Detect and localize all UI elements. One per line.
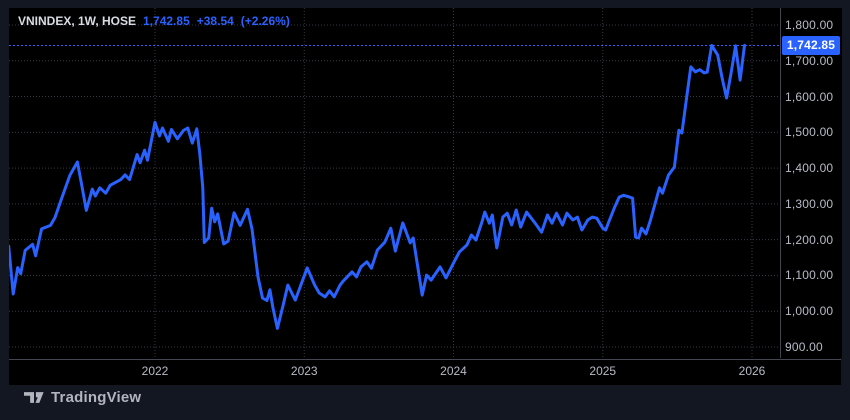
price-tick-label: 1,600.00: [785, 89, 834, 104]
price-chart-pane[interactable]: VNINDEX, 1W, HOSE 1,742.85 +38.54 (+2.26%): [9, 8, 779, 358]
price-tick-label: 1,000.00: [785, 304, 834, 319]
time-tick-label: 2024: [440, 364, 467, 378]
price-change: +38.54: [196, 14, 234, 28]
symbol-legend: VNINDEX, 1W, HOSE 1,742.85 +38.54 (+2.26%): [18, 14, 290, 28]
price-tick-label: 1,100.00: [785, 268, 834, 283]
price-tick-label: 1,200.00: [785, 232, 834, 247]
price-tick-label: 900.00: [785, 340, 823, 354]
last-price-value: 1,742.85: [143, 14, 190, 28]
tradingview-icon: [24, 392, 44, 403]
tradingview-logo-text: TradingView: [51, 389, 142, 406]
price-tick-label: 1,700.00: [785, 53, 834, 68]
price-axis[interactable]: 1,742.85 1,800.00 1,700.00 1,600.00 1,500.0…: [780, 8, 842, 358]
price-tick-label: 1,300.00: [785, 196, 834, 211]
time-tick-label: 2025: [589, 364, 617, 378]
last-price-badge: 1,742.85: [782, 35, 840, 55]
price-tick-label: 1,400.00: [785, 161, 834, 176]
price-line-chart[interactable]: [9, 8, 779, 358]
chart-widget: VNINDEX, 1W, HOSE 1,742.85 +38.54 (+2.26%) …: [9, 8, 842, 385]
price-tick-label: 1,800.00: [785, 18, 834, 32]
tradingview-logo[interactable]: TradingView: [24, 389, 141, 406]
price-change-percent: (+2.26%): [240, 14, 290, 28]
price-line-series: [9, 43, 746, 330]
time-tick-label: 2023: [290, 364, 318, 378]
time-tick-label: 2022: [141, 364, 169, 378]
symbol-title[interactable]: VNINDEX, 1W, HOSE: [18, 14, 137, 28]
time-axis[interactable]: 2022 2023 2024 2025 2026: [9, 359, 841, 385]
price-tick-label: 1,500.00: [785, 125, 834, 140]
time-tick-label: 2026: [738, 364, 766, 378]
